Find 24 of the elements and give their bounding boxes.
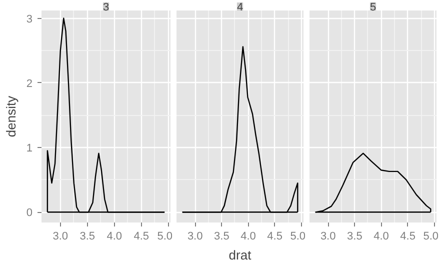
- chart-title: 4: [236, 2, 244, 14]
- x-tick-label: 4.5: [134, 230, 150, 242]
- x-tick-label: 4.0: [240, 230, 256, 242]
- y-tick-label: 2: [26, 78, 33, 90]
- x-tick-label: 3.0: [187, 230, 203, 242]
- x-tick-label: 3.5: [80, 230, 96, 242]
- x-tick-label: 4.5: [267, 230, 282, 242]
- x-tick-label: 3.0: [52, 230, 68, 242]
- x-tick-label: 3.5: [214, 230, 230, 242]
- x-tick-label: 5.0: [157, 230, 173, 242]
- x-tick-label: 3.0: [320, 230, 336, 242]
- y-tick-label: 1: [26, 142, 33, 155]
- chart-title: 5: [370, 2, 376, 14]
- x-tick-label: 5.0: [290, 230, 306, 242]
- y-tick-label: 3: [26, 13, 33, 26]
- x-tick-label: 3.5: [347, 230, 362, 242]
- x-tick-label: 4.5: [400, 230, 416, 242]
- y-axis-title: density: [3, 95, 18, 138]
- x-tick-label: 4.0: [374, 230, 389, 242]
- x-tick-label: 5.0: [423, 230, 439, 242]
- x-axis-title: drat: [228, 248, 252, 262]
- y-tick-label: 0: [26, 207, 33, 220]
- chart-title: 3: [102, 2, 110, 14]
- x-tick-label: 4.0: [106, 230, 122, 242]
